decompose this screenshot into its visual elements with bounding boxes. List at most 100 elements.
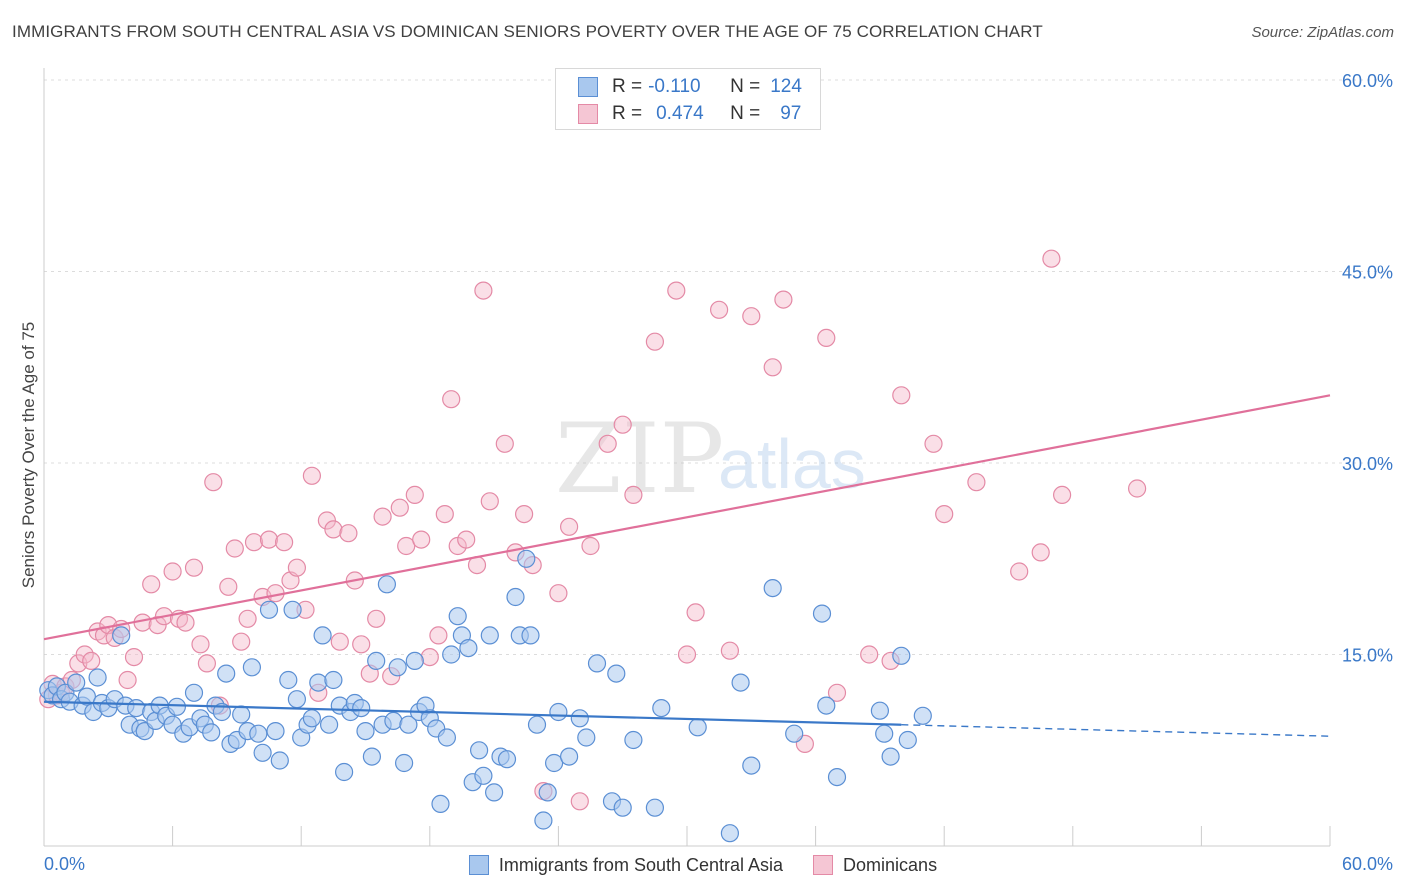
- data-point: [624, 485, 643, 504]
- data-point: [731, 673, 750, 692]
- data-point: [202, 723, 221, 742]
- legend-label: Dominicans: [843, 854, 938, 875]
- data-point: [335, 762, 354, 782]
- data-point: [774, 290, 793, 309]
- data-point: [313, 626, 332, 645]
- data-point: [324, 670, 343, 690]
- data-point: [259, 530, 279, 549]
- data-point: [431, 794, 450, 814]
- data-point: [1031, 543, 1050, 562]
- data-point: [827, 767, 847, 787]
- data-point: [412, 530, 431, 549]
- legend-item-south-central-asia[interactable]: Immigrants from South Central Asia: [468, 855, 783, 876]
- data-point: [677, 645, 697, 664]
- data-point: [399, 715, 418, 734]
- axes: [43, 68, 1331, 847]
- data-point: [275, 533, 294, 552]
- data-point: [356, 721, 375, 741]
- data-point: [244, 533, 264, 552]
- data-point: [474, 766, 493, 785]
- data-point: [881, 747, 900, 766]
- data-point: [197, 654, 216, 673]
- legend-r-value: -0.110: [648, 76, 701, 97]
- data-point: [217, 664, 236, 683]
- data-point: [645, 798, 665, 817]
- axis-tick-labels: 15.0% 30.0% 45.0% 60.0% 0.0% 60.0%: [44, 71, 1393, 874]
- data-point: [352, 635, 371, 654]
- data-point: [82, 651, 101, 671]
- data-point: [480, 492, 499, 511]
- data-point: [720, 641, 740, 660]
- data-point: [309, 673, 328, 692]
- data-point: [485, 783, 504, 802]
- data-point: [1052, 485, 1072, 504]
- data-point: [442, 645, 461, 664]
- data-point: [127, 698, 146, 718]
- legend-row-dominicans: R = 0.474 N = 97: [578, 103, 801, 125]
- data-point: [538, 783, 557, 802]
- data-point: [266, 721, 285, 741]
- data-point: [88, 668, 107, 687]
- data-point: [506, 587, 525, 607]
- data-point: [720, 824, 740, 843]
- data-point: [667, 281, 686, 300]
- data-point: [898, 730, 917, 750]
- data-point: [709, 300, 729, 319]
- data-point: [645, 332, 665, 351]
- legend-n-value: 97: [780, 103, 802, 124]
- data-point: [176, 613, 195, 632]
- data-point: [352, 698, 371, 718]
- data-point: [163, 562, 182, 581]
- y-tick-label: 60.0%: [1342, 71, 1393, 91]
- data-point: [517, 549, 536, 568]
- data-point: [279, 670, 298, 690]
- data-point: [219, 577, 238, 596]
- data-point: [875, 724, 894, 743]
- data-point: [75, 645, 94, 664]
- data-point: [913, 706, 932, 725]
- data-point: [390, 498, 409, 517]
- data-point: [892, 386, 911, 405]
- data-point: [613, 798, 632, 817]
- watermark: ZIP atlas: [555, 403, 866, 515]
- data-point: [405, 651, 424, 671]
- legend-r-label: R =: [612, 76, 643, 97]
- legend-item-dominicans[interactable]: Dominicans: [813, 855, 937, 876]
- trendline-south-central-asia-projection: [901, 724, 1331, 737]
- data-point: [377, 575, 396, 594]
- data-point: [598, 434, 617, 453]
- data-point: [429, 626, 448, 645]
- data-point: [339, 524, 358, 543]
- data-point: [470, 741, 489, 760]
- data-point: [549, 584, 568, 603]
- data-point: [652, 698, 671, 718]
- data-point: [317, 511, 336, 530]
- data-point: [763, 578, 782, 598]
- y-tick-label: 45.0%: [1342, 263, 1393, 283]
- data-point: [302, 466, 321, 485]
- data-point: [191, 635, 210, 654]
- data-point: [624, 730, 643, 750]
- data-point: [457, 530, 476, 549]
- data-point: [521, 626, 540, 645]
- data-point: [448, 607, 467, 626]
- data-point: [688, 718, 707, 737]
- watermark-zip: ZIP: [555, 403, 724, 515]
- x-tick-label-min: 0.0%: [44, 854, 85, 874]
- data-point: [238, 609, 257, 628]
- data-point: [514, 504, 534, 524]
- data-point: [559, 747, 579, 766]
- data-point: [686, 603, 705, 622]
- data-point: [570, 709, 589, 728]
- data-point: [373, 507, 392, 526]
- data-point: [559, 517, 579, 536]
- data-point: [212, 702, 231, 722]
- data-point: [362, 747, 381, 766]
- data-point: [812, 604, 832, 623]
- data-point: [581, 536, 600, 556]
- data-point: [827, 683, 847, 702]
- data-point: [184, 683, 204, 702]
- data-point: [287, 558, 306, 577]
- data-point: [242, 658, 261, 677]
